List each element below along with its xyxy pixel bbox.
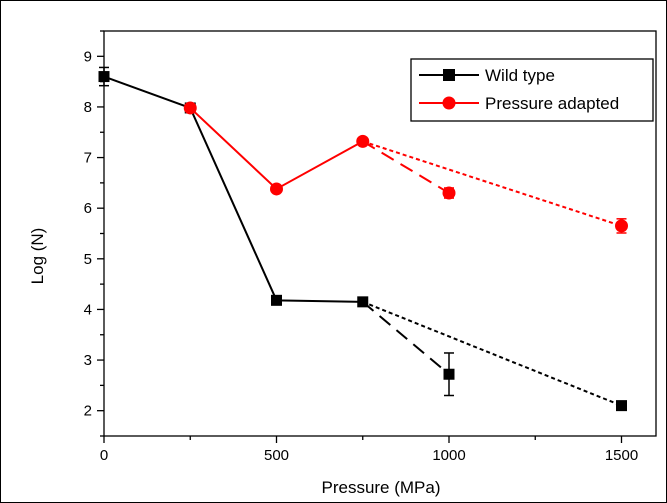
x-tick-label: 1500 <box>605 447 638 464</box>
x-axis-title: Pressure (MPa) <box>321 478 440 497</box>
wild-type-series-line <box>103 75 363 303</box>
x-tick-label: 1000 <box>432 447 465 464</box>
legend-marker-pressure-adapted <box>442 96 456 110</box>
pressure-adapted-data-point <box>615 219 628 233</box>
axes: 0 500 1000 1500 2 3 4 5 6 7 8 9 <box>84 30 657 464</box>
series-layer <box>98 66 628 412</box>
y-tick-label: 8 <box>84 99 92 116</box>
legend-label-pressure-adapted: Pressure adapted <box>485 94 619 113</box>
pressure-adapted-short-dash-line <box>362 140 622 227</box>
pressure-adapted-data-point <box>183 101 197 115</box>
wild-type-data-point <box>98 71 110 83</box>
x-tick-label: 500 <box>264 447 289 464</box>
y-tick-label: 6 <box>84 200 92 217</box>
legend-label-wild-type: Wild type <box>485 66 555 85</box>
wild-type-data-point <box>271 294 282 306</box>
y-tick-label: 4 <box>84 301 92 318</box>
wild-type-short-dash-line <box>362 300 622 407</box>
pressure-adapted-data-point <box>442 186 456 200</box>
x-tick-label: 0 <box>100 447 108 464</box>
wild-type-data-point <box>616 400 627 412</box>
legend: Wild type Pressure adapted <box>410 58 654 122</box>
wild-type-long-dash-line <box>362 301 450 376</box>
y-tick-label: 3 <box>84 352 92 369</box>
pressure-adapted-series-line <box>189 107 364 191</box>
legend-marker-wild-type <box>443 69 455 81</box>
pressure-adapted-data-point <box>356 134 370 148</box>
y-tick-label: 7 <box>84 150 92 167</box>
pressure-adapted-data-point <box>270 182 283 196</box>
y-tick-label: 2 <box>84 403 92 420</box>
pressure-adapted-long-dash-line <box>362 140 450 194</box>
wild-type-data-point <box>443 368 455 380</box>
wild-type-data-point <box>357 296 369 308</box>
y-axis-title: Log (N) <box>28 228 47 285</box>
y-tick-label: 5 <box>84 251 92 268</box>
y-tick-label: 9 <box>84 48 92 65</box>
